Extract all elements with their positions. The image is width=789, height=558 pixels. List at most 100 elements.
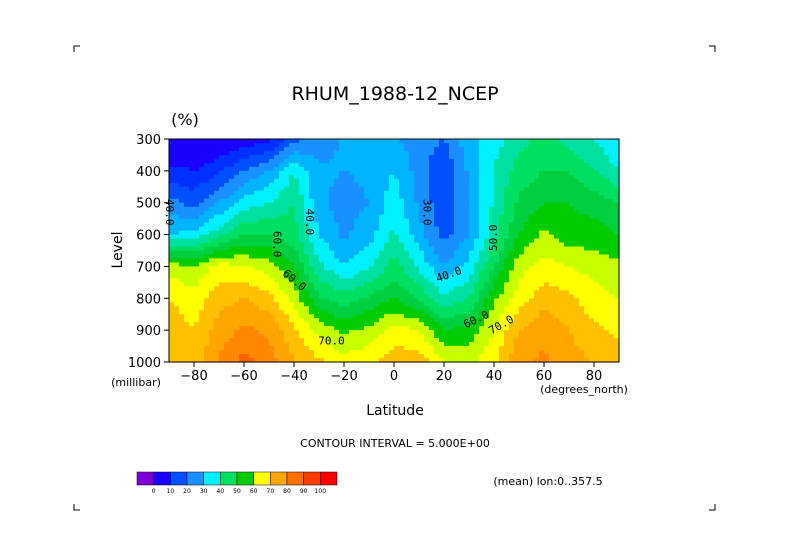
contour-cell — [469, 270, 475, 275]
contour-cell — [374, 354, 380, 359]
contour-cell — [599, 278, 605, 283]
contour-cell — [284, 210, 290, 216]
contour-cell — [169, 290, 175, 295]
contour-cell — [224, 190, 230, 196]
contour-cell — [234, 282, 240, 287]
contour-cell — [374, 250, 380, 256]
contour-cell — [454, 142, 460, 148]
contour-cell — [609, 306, 615, 311]
contour-cell — [354, 198, 360, 204]
contour-cell — [389, 294, 395, 299]
contour-cell — [304, 326, 310, 331]
contour-cell — [439, 234, 445, 240]
contour-cell — [229, 166, 235, 172]
contour-cell — [504, 278, 510, 283]
contour-cell — [229, 170, 235, 176]
contour-cell — [254, 290, 260, 295]
contour-cell — [499, 342, 505, 347]
contour-cell — [464, 322, 470, 327]
contour-cell — [269, 158, 275, 164]
contour-cell — [584, 170, 590, 176]
contour-cell — [479, 302, 485, 307]
contour-cell — [404, 206, 410, 212]
contour-cell — [374, 166, 380, 172]
contour-cell — [429, 162, 435, 168]
contour-cell — [179, 186, 185, 192]
contour-cell — [559, 238, 565, 244]
contour-cell — [324, 214, 330, 220]
contour-cell — [259, 150, 265, 156]
contour-cell — [434, 210, 440, 216]
contour-cell — [554, 198, 560, 204]
contour-cell — [314, 258, 320, 264]
contour-cell — [179, 250, 185, 256]
contour-cell — [429, 350, 435, 355]
contour-cell — [484, 342, 490, 347]
contour-cell — [389, 166, 395, 172]
contour-cell — [544, 254, 550, 260]
contour-cell — [214, 242, 220, 248]
contour-cell — [534, 139, 540, 144]
contour-cell — [339, 270, 345, 275]
contour-cell — [419, 162, 425, 168]
contour-cell — [279, 250, 285, 256]
contour-cell — [589, 286, 595, 291]
contour-cell — [539, 258, 545, 264]
contour-cell — [184, 206, 190, 212]
contour-cell — [209, 286, 215, 291]
contour-cell — [414, 246, 420, 252]
contour-cell — [254, 202, 260, 208]
contour-cell — [359, 278, 365, 283]
contour-cell — [344, 234, 350, 240]
contour-cell — [494, 326, 500, 331]
contour-cell — [549, 198, 555, 204]
contour-cell — [509, 139, 515, 144]
contour-cell — [564, 250, 570, 256]
contour-cell — [604, 210, 610, 216]
contour-cell — [469, 234, 475, 240]
contour-cell — [529, 270, 535, 275]
contour-cell — [309, 314, 315, 319]
contour-cell — [174, 318, 180, 323]
contour-cell — [509, 170, 515, 176]
contour-cell — [264, 178, 270, 184]
contour-cell — [229, 230, 235, 236]
contour-cell — [444, 350, 450, 355]
contour-cell — [314, 246, 320, 252]
contour-cell — [614, 270, 620, 275]
contour-cell — [509, 302, 515, 307]
contour-cell — [279, 306, 285, 311]
contour-cell — [289, 322, 295, 327]
contour-cell — [504, 190, 510, 196]
contour-cell — [399, 158, 405, 164]
contour-cell — [174, 170, 180, 176]
contour-cell — [529, 262, 535, 268]
contour-cell — [549, 250, 555, 256]
contour-cell — [354, 139, 360, 144]
contour-cell — [474, 139, 480, 144]
contour-cell — [564, 282, 570, 287]
contour-cell — [524, 298, 530, 303]
contour-cell — [424, 170, 430, 176]
contour-cell — [614, 198, 620, 204]
contour-cell — [559, 266, 565, 272]
contour-cell — [179, 214, 185, 220]
contour-cell — [299, 302, 305, 307]
contour-cell — [504, 314, 510, 319]
contour-cell — [274, 302, 280, 307]
contour-cell — [484, 206, 490, 212]
contour-cell — [494, 139, 500, 144]
contour-cell — [474, 242, 480, 248]
contour-cell — [489, 139, 495, 144]
contour-cell — [444, 322, 450, 327]
contour-cell — [319, 354, 325, 359]
contour-cell — [289, 154, 295, 160]
contour-cell — [179, 330, 185, 335]
contour-cell — [474, 258, 480, 264]
contour-cell — [329, 182, 335, 188]
contour-cell — [239, 302, 245, 307]
contour-cell — [554, 346, 560, 351]
contour-cell — [254, 174, 260, 180]
contour-cell — [234, 298, 240, 303]
contour-cell — [459, 262, 465, 268]
